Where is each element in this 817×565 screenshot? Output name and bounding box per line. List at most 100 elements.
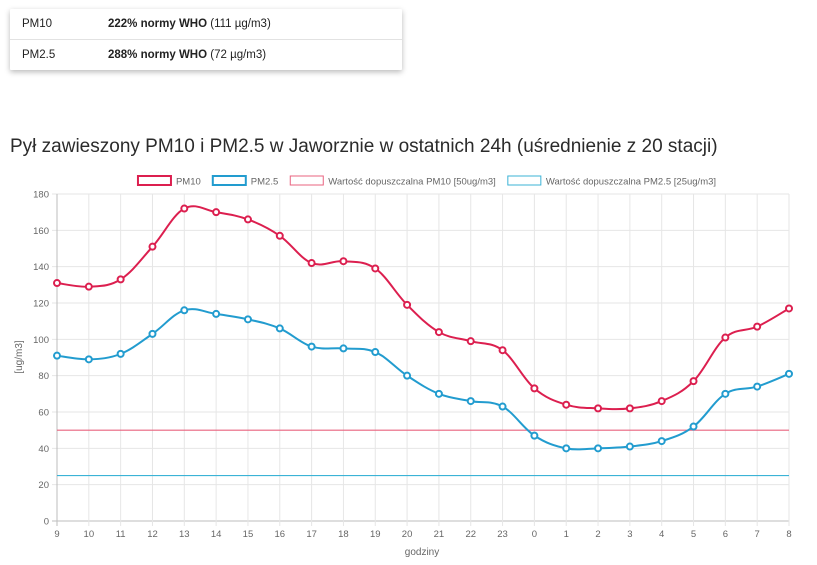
data-point[interactable] xyxy=(434,389,443,398)
data-point[interactable] xyxy=(275,324,284,333)
legend-item[interactable]: Wartość dopuszczalna PM2.5 [25ug/m3] xyxy=(507,175,716,188)
legend-swatch xyxy=(211,175,247,186)
data-point[interactable] xyxy=(243,315,252,324)
data-point[interactable] xyxy=(275,231,284,240)
summary-row-pm25: PM2.5 288% normy WHO (72 µg/m3) xyxy=(10,40,402,70)
data-point[interactable] xyxy=(116,275,125,284)
y-tick-label: 0 xyxy=(44,517,49,528)
data-point[interactable] xyxy=(212,208,221,217)
data-point[interactable] xyxy=(212,309,221,318)
data-point[interactable] xyxy=(657,397,666,406)
summary-pollutant-value: 222% normy WHO (111 µg/m3) xyxy=(108,18,271,30)
x-tick-label: 3 xyxy=(627,529,632,540)
legend-item[interactable]: PM2.5 xyxy=(211,175,278,188)
data-point[interactable] xyxy=(594,404,603,413)
y-tick-label: 20 xyxy=(38,480,49,491)
summary-concentration: (111 µg/m3) xyxy=(207,18,271,30)
data-point[interactable] xyxy=(180,306,189,315)
data-point[interactable] xyxy=(721,389,730,398)
x-tick-label: 23 xyxy=(497,529,508,540)
data-point[interactable] xyxy=(307,342,316,351)
series-line xyxy=(56,205,790,411)
data-point[interactable] xyxy=(594,444,603,453)
y-tick-label: 100 xyxy=(33,335,49,346)
data-point[interactable] xyxy=(562,444,571,453)
x-tick-label: 17 xyxy=(306,529,317,540)
x-tick-label: 8 xyxy=(786,529,791,540)
series-line xyxy=(56,308,790,451)
x-tick-label: 19 xyxy=(370,529,381,540)
data-point[interactable] xyxy=(116,349,125,358)
data-point[interactable] xyxy=(307,259,316,268)
summary-concentration: (72 µg/m3) xyxy=(207,49,267,61)
x-tick-label: 0 xyxy=(532,529,537,540)
chart-series xyxy=(53,204,793,453)
data-point[interactable] xyxy=(466,397,475,406)
data-point[interactable] xyxy=(785,369,793,378)
legend-label: Wartość dopuszczalna PM2.5 [25ug/m3] xyxy=(546,177,716,188)
data-point[interactable] xyxy=(84,355,93,364)
summary-pollutant-value: 288% normy WHO (72 µg/m3) xyxy=(108,49,266,61)
data-point[interactable] xyxy=(339,257,348,266)
legend-swatch xyxy=(507,175,542,186)
data-point[interactable] xyxy=(689,377,698,386)
data-point[interactable] xyxy=(403,371,412,380)
data-point[interactable] xyxy=(625,404,634,413)
y-axis-title: [ug/m3] xyxy=(14,340,25,374)
legend-label: Wartość dopuszczalna PM10 [50ug/m3] xyxy=(328,177,496,188)
y-tick-label: 80 xyxy=(38,371,49,382)
data-point[interactable] xyxy=(148,242,157,251)
x-tick-label: 1 xyxy=(564,529,569,540)
chart-legend[interactable]: PM10 PM2.5 Wartość dopuszczalna PM10 [50ug… xyxy=(136,175,716,188)
summary-row-pm10: PM10 222% normy WHO (111 µg/m3) xyxy=(10,9,402,39)
legend-item[interactable]: Wartość dopuszczalna PM10 [50ug/m3] xyxy=(289,175,496,188)
data-point[interactable] xyxy=(180,204,189,213)
x-tick-label: 5 xyxy=(691,529,696,540)
data-point[interactable] xyxy=(53,351,61,360)
y-tick-label: 140 xyxy=(33,262,49,273)
data-point[interactable] xyxy=(498,402,507,411)
x-tick-label: 15 xyxy=(243,529,254,540)
y-tick-label: 120 xyxy=(33,299,49,310)
x-tick-label: 18 xyxy=(338,529,349,540)
data-point[interactable] xyxy=(148,329,157,338)
legend-item[interactable]: PM10 xyxy=(136,175,201,188)
data-point[interactable] xyxy=(498,346,507,355)
data-point[interactable] xyxy=(339,344,348,353)
data-point[interactable] xyxy=(530,431,539,440)
x-tick-label: 6 xyxy=(723,529,728,540)
data-point[interactable] xyxy=(434,328,443,337)
legend-label: PM10 xyxy=(176,177,201,188)
legend-swatch xyxy=(289,175,324,186)
data-point[interactable] xyxy=(243,215,252,224)
data-point[interactable] xyxy=(466,337,475,346)
x-tick-label: 9 xyxy=(54,529,59,540)
data-point[interactable] xyxy=(657,437,666,446)
summary-who-percent: 288% normy WHO xyxy=(108,49,208,61)
data-point[interactable] xyxy=(562,400,571,409)
data-point[interactable] xyxy=(689,422,698,431)
data-point[interactable] xyxy=(371,348,380,357)
data-point[interactable] xyxy=(371,264,380,273)
x-tick-label: 13 xyxy=(179,529,190,540)
x-tick-label: 10 xyxy=(84,529,95,540)
data-point[interactable] xyxy=(721,333,730,342)
legend-swatch xyxy=(136,175,172,186)
x-tick-label: 12 xyxy=(147,529,158,540)
data-point[interactable] xyxy=(625,442,634,451)
data-point[interactable] xyxy=(53,279,61,288)
x-tick-label: 21 xyxy=(434,529,445,540)
y-tick-label: 40 xyxy=(38,444,49,455)
data-point[interactable] xyxy=(530,384,539,393)
x-tick-label: 11 xyxy=(116,529,126,540)
data-point[interactable] xyxy=(753,322,762,331)
y-tick-label: 60 xyxy=(38,408,49,419)
summary-pollutant-name: PM2.5 xyxy=(22,49,56,61)
x-tick-label: 2 xyxy=(595,529,600,540)
data-point[interactable] xyxy=(403,300,412,309)
data-point[interactable] xyxy=(84,282,93,291)
x-tick-label: 7 xyxy=(755,529,760,540)
data-point[interactable] xyxy=(785,304,793,313)
data-point[interactable] xyxy=(753,382,762,391)
